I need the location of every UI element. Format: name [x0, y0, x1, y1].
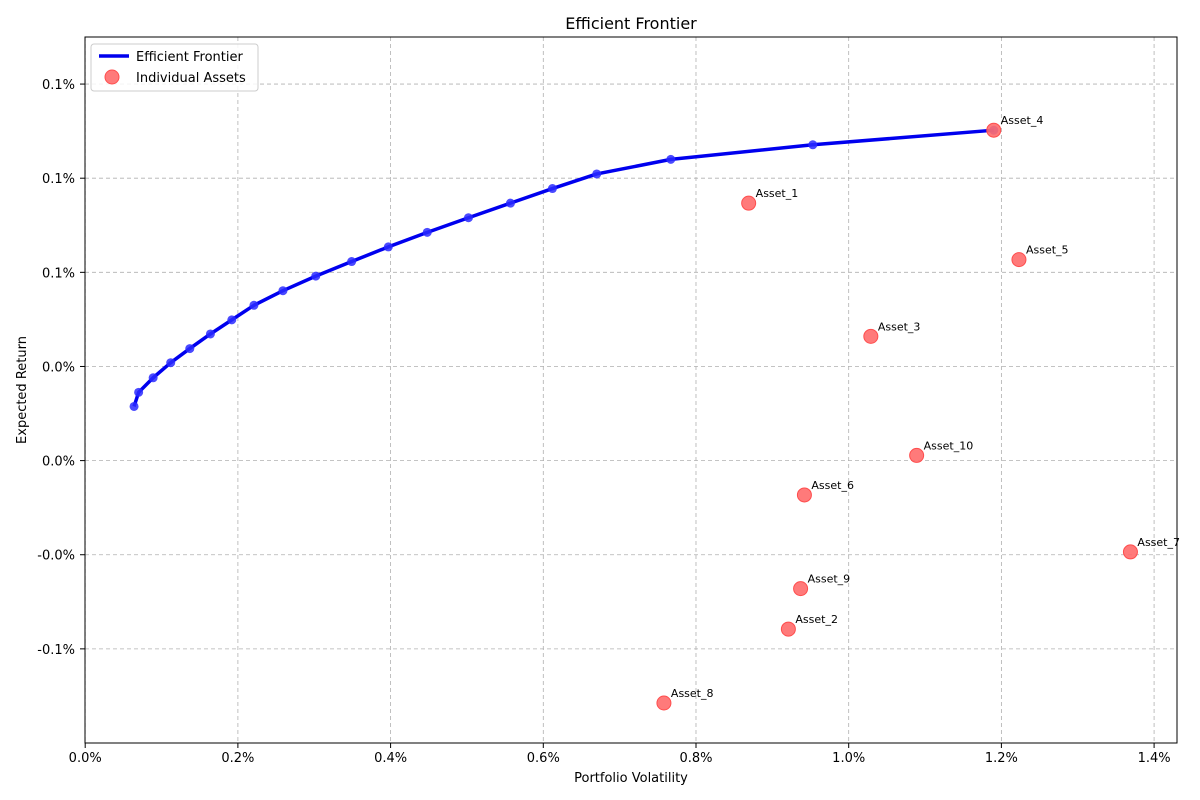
x-axis-label: Portfolio Volatility — [574, 771, 688, 786]
x-tick-label: 1.2% — [985, 751, 1018, 766]
asset-point — [986, 122, 1002, 138]
frontier-point — [505, 198, 515, 208]
y-tick-label: 0.1% — [42, 266, 75, 281]
frontier-point — [227, 315, 237, 325]
frontier-point — [148, 373, 158, 383]
asset-point — [656, 695, 672, 711]
asset-point — [1122, 544, 1138, 560]
asset-label: Asset_4 — [1001, 114, 1044, 127]
y-tick-label: -0.0% — [37, 549, 75, 564]
frontier-point — [422, 227, 432, 237]
asset-label: Asset_3 — [878, 320, 921, 333]
frontier-point — [347, 257, 357, 267]
x-axis-ticks: 0.0% 0.2% 0.4% 0.6% 0.8% 1.0% 1.2% 1.4% — [69, 743, 1171, 766]
asset-point — [1011, 252, 1027, 268]
asset-point — [863, 328, 879, 344]
frontier-point — [311, 271, 321, 281]
asset-point — [793, 581, 809, 597]
legend-box — [90, 43, 259, 92]
y-axis-ticks: -0.1%-0.0%0.0%0.0%0.1%0.1%0.1%0.1% — [37, 78, 85, 658]
x-tick-label: 0.4% — [374, 751, 407, 766]
frontier-line — [132, 128, 994, 408]
y-tick-label: 0.1% — [42, 78, 75, 93]
x-tick-label: 0.8% — [679, 751, 712, 766]
x-tick-label: 0.2% — [221, 751, 254, 766]
frontier-point — [205, 329, 215, 339]
asset-point — [796, 487, 812, 503]
x-tick-label: 1.4% — [1138, 751, 1171, 766]
legend: Efficient Frontier Individual Assets — [90, 43, 259, 92]
frontier-point — [666, 154, 676, 164]
frontier-point — [278, 286, 288, 296]
asset-point — [909, 447, 925, 463]
asset-label: Asset_5 — [1026, 244, 1069, 257]
y-axis-label: Expected Return — [15, 336, 30, 444]
plot-frame — [84, 36, 1178, 744]
y-tick-label: 0.0% — [42, 360, 75, 375]
frontier-point — [185, 344, 195, 354]
chart-title: Efficient Frontier — [565, 14, 697, 33]
x-tick-label: 0.0% — [69, 751, 102, 766]
asset-label: Asset_9 — [808, 573, 851, 586]
frontier-point — [249, 300, 259, 310]
frontier-point — [129, 401, 139, 411]
asset-label: Asset_6 — [811, 479, 854, 492]
y-tick-label: 0.0% — [42, 455, 75, 470]
asset-label: Asset_7 — [1137, 536, 1180, 549]
y-tick-label: -0.1% — [37, 643, 75, 658]
frontier-point — [808, 140, 818, 150]
asset-label: Asset_8 — [671, 687, 714, 700]
frontier-point — [547, 184, 557, 194]
legend-assets-label: Individual Assets — [136, 71, 246, 86]
frontier-point — [463, 213, 473, 223]
frontier-point — [592, 169, 602, 179]
asset-point — [780, 621, 796, 637]
x-tick-label: 0.6% — [527, 751, 560, 766]
legend-assets-swatch — [104, 69, 120, 85]
asset-point — [741, 195, 757, 211]
legend-frontier-label: Efficient Frontier — [136, 50, 243, 65]
frontier-point — [166, 358, 176, 368]
x-tick-label: 1.0% — [832, 751, 865, 766]
frontier-point — [383, 242, 393, 252]
grid-lines — [84, 37, 1177, 743]
asset-label: Asset_1 — [756, 187, 799, 200]
frontier-point — [134, 387, 144, 397]
asset-label: Asset_2 — [795, 613, 838, 626]
chart-series: Asset_1 Asset_2 Asset_3 Asset_4 Asset_5 Asset… — [129, 114, 1180, 711]
asset-label: Asset_10 — [924, 439, 974, 452]
y-tick-label: 0.1% — [42, 172, 75, 187]
